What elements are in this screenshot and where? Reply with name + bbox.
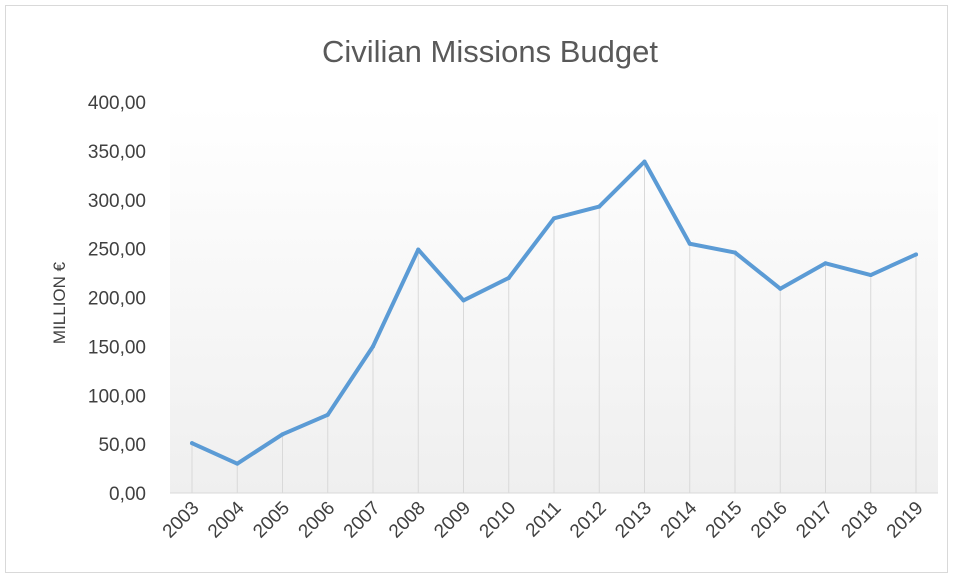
x-tick-label: 2016 [747, 498, 792, 543]
x-tick-label: 2009 [430, 498, 475, 543]
data-point [823, 261, 828, 266]
x-tick-label: 2003 [159, 498, 204, 543]
x-tick-label: 2006 [295, 498, 340, 543]
chart-title: Civilian Missions Budget [322, 34, 658, 69]
data-point [235, 461, 240, 466]
x-tick-label: 2017 [792, 498, 837, 543]
y-axis-tick-labels: 0,00 50,00 100,00 150,00 200,00 250,00 300,00 3… [88, 93, 146, 505]
data-point [552, 216, 556, 221]
y-tick-label: 350,00 [88, 142, 146, 163]
data-point [416, 247, 421, 252]
y-tick-label: 300,00 [88, 191, 146, 212]
y-tick-label: 50,00 [98, 435, 146, 456]
chart-frame: Civilian Missions Budget MILLION € 0,00 5… [5, 5, 948, 573]
series-group [190, 159, 918, 466]
data-point [371, 344, 375, 349]
data-point [461, 298, 466, 303]
x-tick-label: 2013 [611, 498, 656, 543]
x-axis-tick-labels: 2003 2004 2005 2006 2007 2008 2009 2010 2011 2012… [159, 497, 928, 542]
x-tick-label: 2008 [385, 498, 430, 543]
y-tick-label: 200,00 [88, 289, 146, 310]
y-tick-label: 150,00 [88, 337, 146, 358]
x-tick-label: 2007 [340, 498, 385, 543]
x-tick-label: 2018 [838, 498, 883, 543]
data-point [506, 275, 511, 280]
data-point [325, 412, 330, 417]
data-point [914, 252, 918, 257]
data-point [280, 432, 285, 437]
x-tick-label: 2015 [702, 498, 747, 543]
data-point [687, 241, 692, 246]
x-tick-label: 2010 [476, 498, 521, 543]
data-point [642, 159, 647, 164]
x-tick-label: 2014 [657, 497, 702, 542]
x-tick-label: 2011 [522, 498, 566, 542]
x-tick-label: 2012 [566, 498, 611, 543]
y-axis-title: MILLION € [50, 261, 69, 344]
drop-lines [191, 161, 917, 493]
x-tick-label: 2019 [883, 498, 928, 543]
x-tick-label: 2004 [204, 497, 249, 542]
y-tick-label: 0,00 [109, 484, 146, 505]
data-point [778, 286, 783, 291]
data-point [868, 273, 873, 278]
data-point [733, 250, 737, 255]
data-point [190, 441, 194, 446]
y-tick-label: 400,00 [88, 93, 146, 114]
y-tick-label: 100,00 [88, 386, 146, 407]
data-point [597, 204, 602, 209]
line-chart: Civilian Missions Budget MILLION € 0,00 5… [50, 34, 938, 542]
y-tick-label: 250,00 [88, 240, 146, 261]
x-tick-label: 2005 [249, 498, 294, 543]
